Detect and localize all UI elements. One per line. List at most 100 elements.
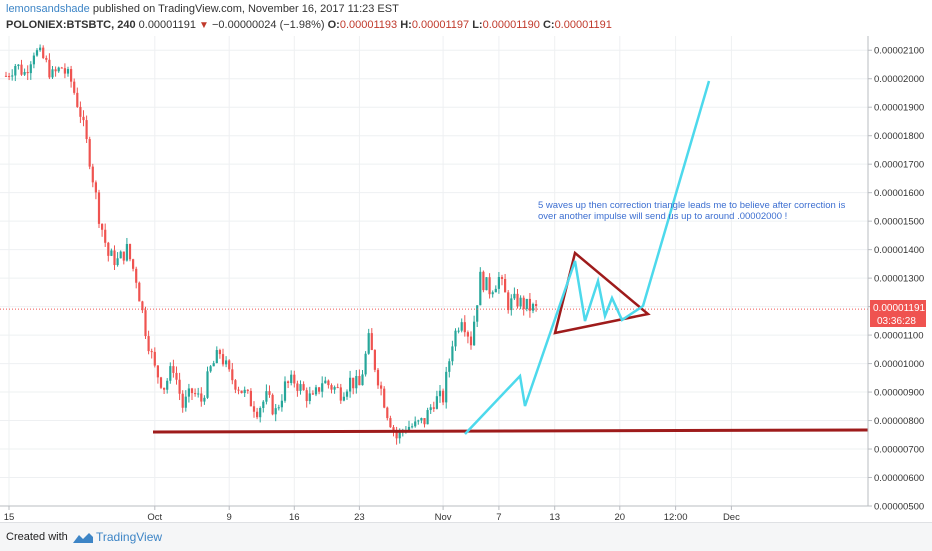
candle-body	[414, 421, 417, 427]
candle-body	[135, 268, 138, 283]
x-tick-label: 9	[227, 512, 232, 522]
y-tick-label: 0.00001600	[874, 188, 924, 199]
candle-body	[23, 71, 26, 75]
annotation-note[interactable]: 5 waves up then correction triangle lead…	[538, 200, 846, 222]
candle-body	[237, 389, 240, 391]
chart-background	[0, 36, 932, 522]
drawings	[0, 80, 869, 435]
x-tick-label: 16	[289, 512, 300, 522]
candle-body	[497, 277, 500, 289]
candle-body	[178, 379, 181, 394]
candle-body	[8, 76, 11, 78]
candle-body	[280, 400, 283, 408]
countdown-tag	[870, 314, 926, 327]
candle-body	[163, 387, 166, 390]
ohlc-line: POLONIEX:BTSBTC, 240 0.00001191 ▼ −0.000…	[6, 19, 612, 31]
candle-body	[246, 389, 249, 391]
candle-body	[308, 393, 311, 402]
candle-body	[327, 380, 330, 386]
candle-body	[184, 396, 187, 408]
candle-body	[11, 75, 14, 77]
close-label: C:	[542, 19, 555, 31]
wave-projection-line[interactable]	[464, 80, 711, 435]
tradingview-logo-icon[interactable]	[72, 531, 94, 545]
candle-body	[389, 418, 392, 428]
candle-body	[265, 391, 268, 402]
candle-body	[469, 336, 473, 346]
candle-body	[262, 401, 265, 409]
candle-body	[494, 288, 497, 293]
candle-body	[429, 407, 432, 411]
candle-body	[407, 426, 411, 431]
publish-line: lemonsandshade published on TradingView.…	[6, 3, 399, 15]
candle-body	[66, 69, 70, 74]
candle-body	[398, 430, 401, 439]
y-tick-label: 0.00001100	[874, 331, 924, 342]
candle-body	[4, 75, 8, 77]
low-label: L:	[472, 19, 483, 31]
candle-body	[228, 360, 231, 370]
candle-body	[54, 69, 57, 72]
price-chart[interactable]: 0.00000500 0.00000600 0.00000700 0.00000800…	[0, 36, 932, 522]
candle-body	[420, 418, 423, 421]
candle-body	[491, 292, 494, 295]
candle-body	[519, 297, 522, 307]
candle-body	[150, 351, 153, 353]
candle-body	[29, 64, 32, 74]
chart-header: lemonsandshade published on TradingView.…	[0, 0, 932, 36]
time-axis[interactable]: 15 Oct 9 16 23 Nov 7 13 20 12:00 Dec	[4, 506, 740, 522]
down-arrow-icon: ▼	[199, 20, 209, 31]
candle-body	[485, 277, 488, 291]
candle-body	[14, 66, 17, 76]
y-tick-label: 0.00001700	[874, 160, 924, 171]
candle-body	[364, 353, 367, 375]
candle-body	[435, 396, 438, 409]
price-tags: 0.00001191 03:36:28	[870, 300, 926, 327]
candle-body	[370, 333, 373, 351]
author-link[interactable]: lemonsandshade	[6, 3, 90, 15]
candle-body	[531, 304, 535, 311]
candle-body	[283, 381, 287, 401]
candle-body	[256, 411, 259, 418]
candle-body	[231, 369, 234, 381]
candle-body	[528, 298, 531, 311]
candle-body	[383, 388, 386, 408]
y-tick-label: 0.00000600	[874, 473, 924, 484]
x-tick-label: 23	[354, 512, 365, 522]
annotation-text-line-2: over another impulse will send us up to …	[538, 211, 787, 222]
candle-body	[63, 68, 66, 74]
candle-body	[116, 258, 119, 266]
candle-body	[169, 366, 172, 381]
x-tick-label: 20	[615, 512, 626, 522]
candle-body	[243, 389, 246, 394]
candle-body	[516, 293, 519, 307]
candle-body	[373, 350, 376, 370]
candle-body	[274, 408, 277, 415]
symbol-label: POLONIEX:BTSBTC, 240	[6, 19, 136, 31]
candle-body	[187, 388, 190, 397]
candle-body	[110, 250, 113, 256]
candle-body	[70, 69, 73, 82]
candle-body	[172, 366, 175, 373]
candle-body	[314, 387, 318, 395]
candle-body	[252, 406, 256, 412]
candle-body	[290, 374, 293, 384]
candle-body	[466, 332, 469, 337]
candle-body	[218, 350, 221, 355]
candle-body	[166, 380, 169, 390]
candle-body	[352, 377, 355, 389]
y-tick-label: 0.00002000	[874, 74, 924, 85]
candle-body	[504, 278, 507, 293]
y-tick-label: 0.00000700	[874, 445, 924, 456]
open-value: 0.00001193	[339, 19, 398, 31]
candle-body	[91, 166, 94, 183]
low-value: 0.00001190	[482, 19, 540, 31]
support-line[interactable]	[152, 428, 869, 434]
candle-body	[345, 391, 349, 397]
price-axis[interactable]: 0.00000500 0.00000600 0.00000700 0.00000800…	[868, 46, 924, 513]
candle-body	[39, 47, 42, 51]
tradingview-brand[interactable]: TradingView	[96, 530, 163, 544]
candles	[4, 44, 538, 445]
candle-body	[159, 377, 163, 388]
candle-body	[17, 64, 20, 67]
